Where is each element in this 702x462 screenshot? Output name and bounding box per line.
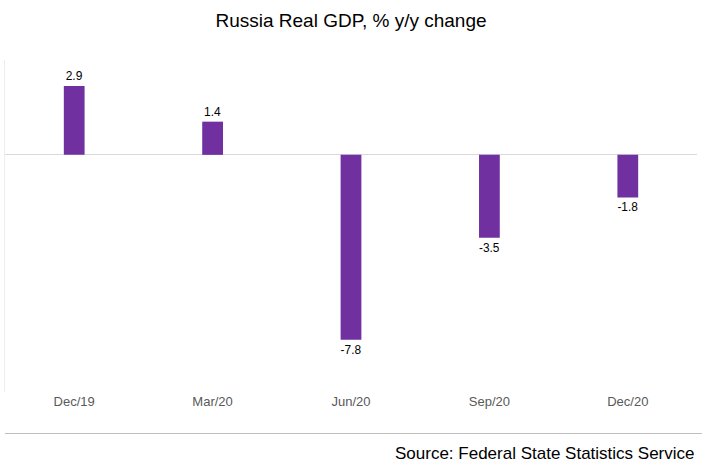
svg-text:2.9: 2.9: [66, 69, 83, 83]
svg-text:Dec/19: Dec/19: [54, 394, 95, 409]
svg-text:Mar/20: Mar/20: [192, 394, 232, 409]
svg-text:Jun/20: Jun/20: [331, 394, 370, 409]
svg-text:Dec/20: Dec/20: [607, 394, 648, 409]
svg-text:1.4: 1.4: [204, 105, 221, 119]
svg-text:-3.5: -3.5: [479, 241, 500, 255]
svg-text:Sep/20: Sep/20: [469, 394, 510, 409]
svg-text:Russia Real GDP, % y/y change: Russia Real GDP, % y/y change: [215, 10, 486, 31]
svg-text:-7.8: -7.8: [341, 343, 362, 357]
svg-text:Source: Federal State Statisti: Source: Federal State Statistics Service: [395, 444, 695, 462]
svg-text:-1.8: -1.8: [617, 200, 638, 214]
